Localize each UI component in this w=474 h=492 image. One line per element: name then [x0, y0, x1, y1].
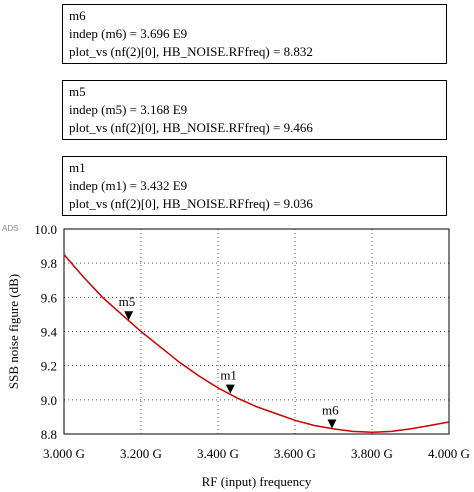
ticks: 3.000 G 3.200 G 3.400 G 3.600 G 3.800 G 4.000… [34, 222, 470, 461]
marker-value: plot_vs (nf(2)[0], HB_NOISE.RFfreq) = 9.… [69, 120, 313, 135]
marker-value: plot_vs (nf(2)[0], HB_NOISE.RFfreq) = 9.… [69, 196, 313, 211]
x-tick-label: 3.800 G [351, 446, 393, 461]
marker-readout-m6: m6 indep (m6) = 3.696 E9 plot_vs (nf(2)[… [62, 4, 447, 64]
marker-indep: indep (m6) = 3.696 E9 [69, 26, 188, 41]
marker-value: plot_vs (nf(2)[0], HB_NOISE.RFfreq) = 8.… [69, 44, 313, 59]
x-tick-label: 4.000 G [428, 446, 470, 461]
ads-tag: ADS [2, 224, 19, 233]
grid-lines [64, 229, 449, 434]
marker-triangle-m1[interactable] [225, 384, 235, 394]
marker-name: m5 [69, 84, 86, 99]
series-line-nf [63, 254, 450, 434]
marker-indep: indep (m5) = 3.168 E9 [69, 102, 188, 117]
marker-points: m5 m1 m6 [119, 294, 339, 429]
marker-label-m5: m5 [119, 294, 136, 309]
x-tick-label: 3.200 G [120, 446, 162, 461]
marker-label-m6: m6 [322, 403, 339, 418]
y-tick-label: 10.0 [34, 222, 57, 237]
marker-readout-m1: m1 indep (m1) = 3.432 E9 plot_vs (nf(2)[… [62, 156, 447, 216]
plot-frame [63, 228, 450, 435]
y-tick-label: 9.0 [41, 393, 57, 408]
x-tick-label: 3.600 G [274, 446, 316, 461]
y-tick-label: 9.8 [41, 256, 57, 271]
marker-name: m1 [69, 160, 86, 175]
x-tick-label: 3.000 G [43, 446, 85, 461]
x-tick-label: 3.400 G [197, 446, 239, 461]
marker-indep: indep (m1) = 3.432 E9 [69, 178, 188, 193]
y-tick-label: 9.2 [41, 359, 57, 374]
marker-readout-m5: m5 indep (m5) = 3.168 E9 plot_vs (nf(2)[… [62, 80, 447, 140]
x-axis-label: RF (input) frequency [202, 474, 312, 489]
y-axis-label: SSB noise figure (dB) [6, 274, 21, 389]
y-tick-label: 9.6 [41, 290, 58, 305]
marker-label-m1: m1 [220, 368, 237, 383]
marker-triangle-m5[interactable] [124, 311, 134, 321]
y-tick-label: 8.8 [41, 427, 57, 442]
marker-name: m6 [69, 8, 86, 23]
marker-triangle-m6[interactable] [327, 419, 337, 429]
y-tick-label: 9.4 [41, 325, 58, 340]
